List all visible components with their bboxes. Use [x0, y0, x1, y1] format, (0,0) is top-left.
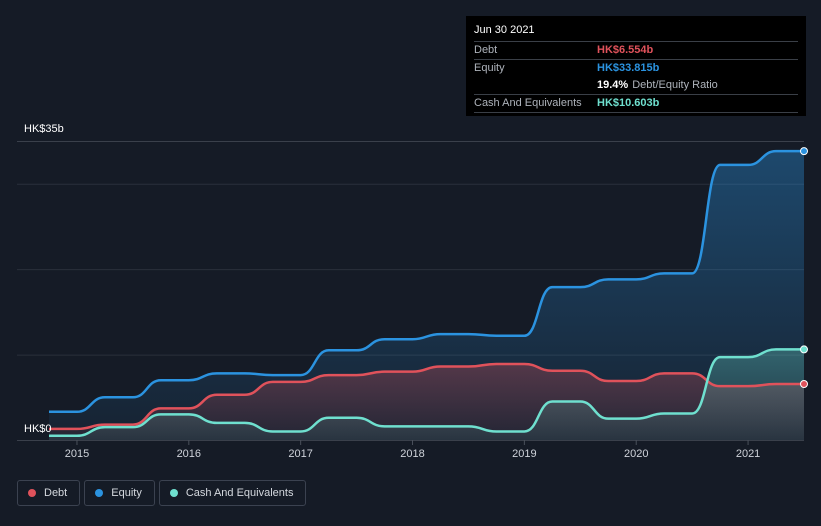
tooltip-ratio-value: 19.4%	[597, 79, 629, 91]
tooltip-debt-row: Debt HK$6.554b	[474, 42, 798, 60]
gridlines	[17, 141, 804, 441]
legend-label-cash: Cash And Equivalents	[185, 487, 294, 499]
legend-label-debt: Debt	[44, 487, 68, 499]
y-tick-label-bottom: HK$0	[24, 423, 52, 435]
series-areas	[49, 151, 804, 440]
legend-item-cash[interactable]: Cash And Equivalents	[158, 480, 307, 506]
cash-end-point	[800, 345, 808, 354]
tooltip-ratio-label: Debt/Equity Ratio	[632, 79, 718, 91]
legend-label-equity: Equity	[111, 487, 142, 499]
x-tick-label: 2021	[736, 448, 760, 460]
tooltip-cash-label: Cash And Equivalents	[474, 97, 582, 109]
equity-end-point	[800, 147, 808, 156]
series-lines	[49, 147, 808, 437]
tooltip-equity-value: HK$33.815b	[597, 62, 660, 74]
x-tick-label: 2019	[512, 448, 536, 460]
tooltip-equity-row: Equity HK$33.815b	[474, 60, 798, 77]
data-tooltip: Jun 30 2021 Debt HK$6.554b Equity HK$33.…	[466, 16, 806, 116]
legend-item-equity[interactable]: Equity	[84, 480, 155, 506]
tooltip-equity-label: Equity	[474, 62, 505, 74]
x-tick-label: 2015	[65, 448, 89, 460]
x-tick-label: 2018	[400, 448, 424, 460]
tooltip-debt-value: HK$6.554b	[597, 44, 654, 56]
tooltip-ratio-row: 19.4% Debt/Equity Ratio	[474, 77, 798, 95]
debt-end-point	[800, 380, 808, 389]
tooltip-debt-label: Debt	[474, 44, 498, 56]
x-tick-label: 2017	[288, 448, 312, 460]
chart-legend: Debt Equity Cash And Equivalents	[17, 480, 307, 506]
debt-dot-icon	[28, 489, 36, 497]
equity-area	[49, 151, 804, 440]
debt-line	[49, 362, 804, 431]
equity-dot-icon	[95, 489, 104, 497]
cash-line	[49, 348, 804, 437]
cash-area	[49, 349, 804, 440]
tooltip-cash-row: Cash And Equivalents HK$10.603b	[474, 95, 798, 113]
x-tick-label: 2020	[624, 448, 648, 460]
x-axis-ticks: 2015 2016 2017 2018 2019 2020 2021	[65, 440, 760, 460]
legend-item-debt[interactable]: Debt	[17, 480, 81, 506]
y-tick-label-top: HK$35b	[24, 123, 64, 135]
cash-dot-icon	[169, 489, 178, 497]
tooltip-cash-value: HK$10.603b	[597, 97, 660, 109]
x-tick-label: 2016	[177, 448, 201, 460]
equity-line	[49, 149, 804, 414]
tooltip-date: Jun 30 2021	[474, 24, 798, 42]
